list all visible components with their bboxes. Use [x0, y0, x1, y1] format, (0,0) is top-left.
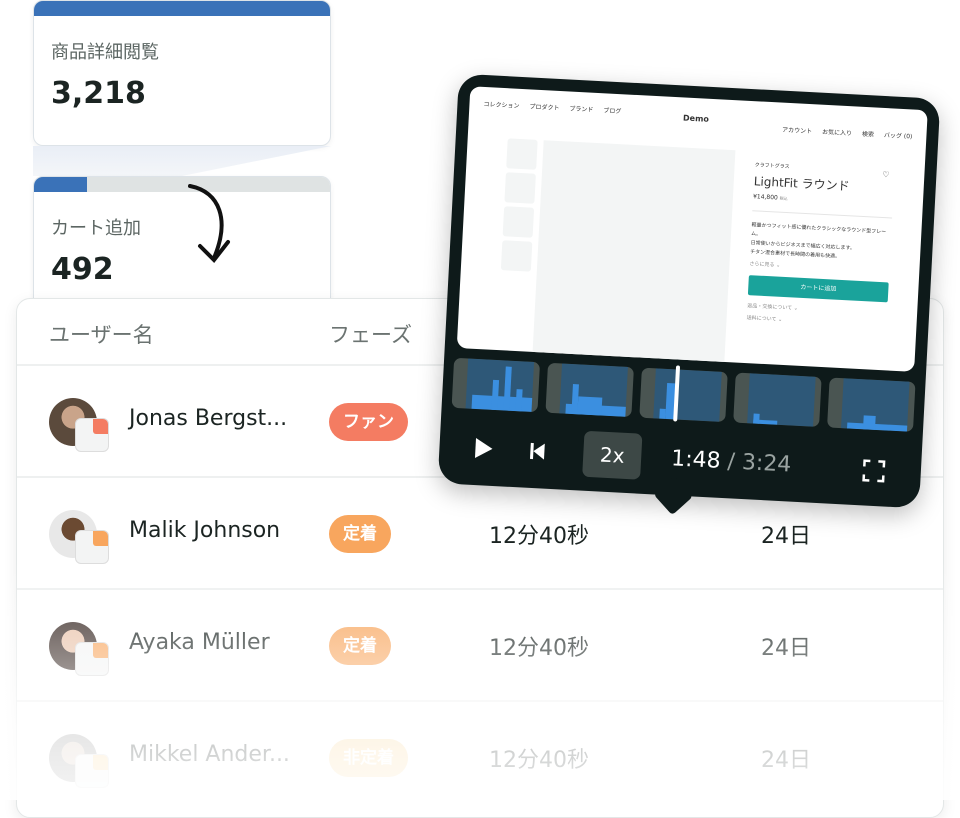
table-row[interactable]: Mikkel Ander... 非定着 12分40秒 24日 [17, 702, 943, 814]
current-time: 1:48 [670, 446, 722, 474]
play-icon[interactable] [473, 437, 494, 460]
metric-value: 3,218 [51, 76, 146, 111]
site-nav-item: お気に入り [821, 128, 853, 138]
product-image [532, 140, 736, 370]
product-info: クラフトグラス LightFit ラウンド ¥14,800 税込 軽量かつフィッ… [747, 161, 895, 328]
site-nav-item: ブログ [603, 107, 622, 116]
skip-back-icon[interactable] [529, 442, 546, 461]
site-nav-item: アカウント [781, 126, 813, 136]
playback-time: 1:48 / 3:24 [671, 446, 792, 477]
player-controls: 2x 1:48 / 3:24 [438, 423, 922, 498]
site-logo: Demo [682, 113, 710, 124]
site-nav-item: バッグ (0) [883, 131, 913, 141]
total-time: 3:24 [741, 450, 792, 478]
user-name: Mikkel Ander... [129, 742, 290, 767]
session-time: 12分40秒 [489, 748, 589, 773]
metric-card-add-to-cart: カート追加 492 [33, 176, 331, 316]
metric-bar [34, 1, 330, 16]
days-value: 24日 [761, 636, 811, 661]
site-nav-left: コレクション プロダクト ブランド ブログ [483, 99, 621, 115]
site-nav-right: アカウント お気に入り 検索 バッグ (0) [782, 125, 913, 141]
metric-bar [34, 177, 330, 192]
header-username: ユーザー名 [49, 323, 154, 347]
shipping-link: 送料について ⌄ [746, 315, 783, 323]
metric-bar-fill [34, 1, 330, 16]
session-replay-player: コレクション プロダクト ブランド ブログ Demo アカウント お気に入り 検… [437, 73, 941, 516]
funnel-connector [33, 146, 331, 176]
days-value: 24日 [761, 748, 811, 773]
add-to-cart-button: カートに追加 [747, 275, 889, 303]
session-time: 12分40秒 [489, 636, 589, 661]
product-price: ¥14,800 [752, 193, 778, 202]
metric-bar-fill [34, 177, 88, 192]
metric-label: 商品詳細閲覧 [51, 42, 159, 63]
replay-screen: コレクション プロダクト ブランド ブログ Demo アカウント お気に入り 検… [456, 86, 928, 372]
product-thumbnails [500, 138, 538, 275]
curved-arrow-icon [188, 184, 230, 264]
tax-label: 税込 [779, 195, 788, 202]
metric-value: 492 [51, 252, 114, 287]
phase-badge: 定着 [329, 627, 391, 665]
site-nav-item: ブランド [569, 105, 594, 114]
metric-card-product-views: 商品詳細閲覧 3,218 [33, 0, 331, 146]
phase-badge: ファン [329, 403, 408, 441]
timeline-strip[interactable] [451, 357, 916, 432]
timeline-frame[interactable] [733, 372, 822, 427]
phase-badge: 非定着 [329, 739, 408, 777]
timeline-frame[interactable] [545, 362, 634, 418]
metric-label: カート追加 [51, 218, 141, 239]
site-nav-item: 検索 [861, 130, 875, 139]
user-name: Malik Johnson [129, 518, 281, 543]
timeline-frame[interactable] [827, 377, 916, 432]
days-value: 24日 [761, 524, 811, 549]
site-nav-item: プロダクト [529, 103, 560, 112]
header-phase: フェーズ [329, 323, 412, 347]
timeline-frame[interactable] [451, 357, 541, 413]
user-name: Jonas Bergst... [129, 406, 288, 431]
site-nav-item: コレクション [483, 100, 520, 110]
device-icon [75, 754, 109, 788]
timeline-frame[interactable] [639, 367, 728, 423]
table-row[interactable]: Ayaka Müller 定着 12分40秒 24日 [17, 590, 943, 702]
device-icon [75, 530, 109, 564]
user-name: Ayaka Müller [129, 630, 270, 655]
time-separator: / [719, 448, 743, 475]
device-icon [75, 418, 109, 452]
phase-badge: 定着 [329, 515, 391, 553]
session-time: 12分40秒 [489, 524, 589, 549]
fullscreen-icon[interactable] [862, 459, 886, 483]
product-title: LightFit ラウンド [753, 174, 850, 194]
device-icon [75, 642, 109, 676]
playback-speed-button[interactable]: 2x [582, 430, 643, 480]
